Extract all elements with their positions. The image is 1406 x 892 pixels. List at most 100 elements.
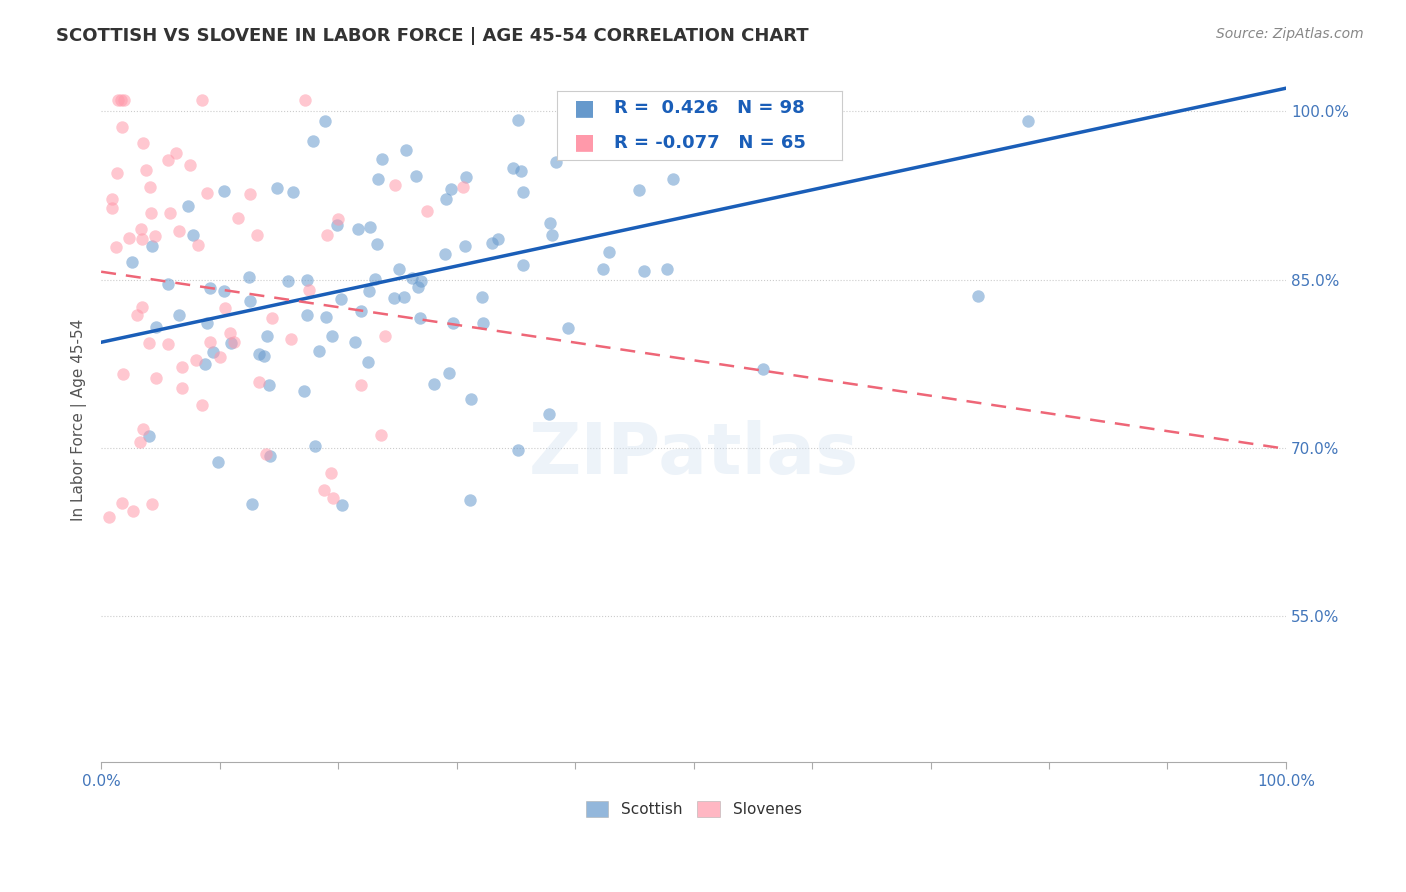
Point [569,117,592,131]
Point [454,170,477,185]
Point [460,392,482,406]
Point [388,261,411,276]
Point [347,222,370,236]
Point [111,496,134,510]
Point [752,361,775,376]
Point [471,290,494,304]
Point [405,169,427,184]
Point [312,483,335,497]
Point [406,280,429,294]
Point [239,187,262,202]
Point [786,96,808,111]
Point [481,235,503,250]
Point [967,289,990,303]
Point [371,153,394,167]
Point [374,329,396,343]
Point [297,273,319,287]
Point [122,504,145,518]
Point [209,350,232,364]
Point [198,334,221,349]
Point [707,93,730,107]
Point [247,347,270,361]
Point [509,164,531,178]
Point [506,442,529,457]
Point [159,206,181,220]
Legend: Scottish, Slovenes: Scottish, Slovenes [579,795,807,823]
Point [657,262,679,277]
Point [121,255,143,269]
Point [440,182,463,196]
Point [207,455,229,469]
Point [191,398,214,412]
Point [439,366,461,380]
Point [131,300,153,314]
Point [326,212,349,227]
Point [145,371,167,385]
Point [156,337,179,351]
Point [177,199,200,213]
Point [226,211,249,225]
Point [304,439,326,453]
Point [409,310,432,325]
Point [1017,114,1039,128]
Point [557,320,579,334]
Point [247,375,270,389]
Point [502,161,524,176]
Point [112,93,135,107]
Point [627,183,650,197]
Point [314,114,336,128]
Point [661,93,683,107]
Point [359,220,381,235]
Point [201,344,224,359]
Point [167,224,190,238]
Point [187,238,209,252]
Point [280,332,302,346]
Point [257,377,280,392]
Point [277,274,299,288]
Point [434,247,457,261]
Point [141,498,163,512]
Point [645,93,668,107]
Point [224,334,246,349]
Point [370,427,392,442]
Point [107,166,129,180]
Text: Source: ZipAtlas.com: Source: ZipAtlas.com [1216,27,1364,41]
Point [294,93,316,107]
Point [319,466,342,480]
Point [357,284,380,298]
Point [512,258,534,272]
Point [633,264,655,278]
Point [139,180,162,194]
Point [364,271,387,285]
Point [395,143,418,157]
Point [197,186,219,200]
Point [295,309,318,323]
Point [195,316,218,330]
Point [98,510,121,524]
Point [139,205,162,219]
Point [127,308,149,322]
Point [308,343,330,358]
Point [298,283,321,297]
Point [118,231,141,245]
Point [350,377,373,392]
Point [170,382,193,396]
Point [212,284,235,298]
Point [179,158,201,172]
Point [157,153,180,168]
Point [101,192,124,206]
Point [259,449,281,463]
Point [321,328,343,343]
Point [141,239,163,253]
Point [415,204,437,219]
Point [315,227,337,242]
Point [392,290,415,304]
Point [401,270,423,285]
Point [454,239,477,253]
Point [246,228,269,243]
Point [541,227,564,242]
Point [138,429,160,443]
Point [107,93,129,107]
Point [343,335,366,350]
Point [214,301,236,315]
